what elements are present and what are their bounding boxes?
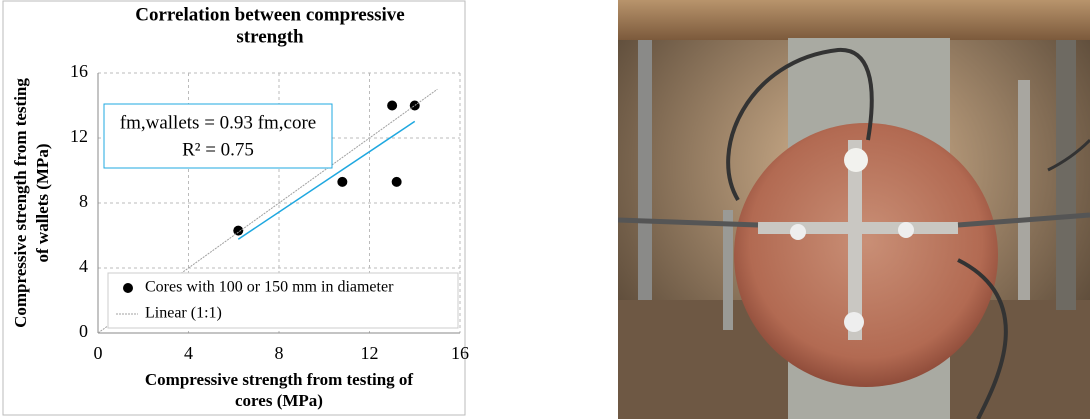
x-tick-label: 0 bbox=[94, 343, 103, 363]
y-axis-label: of wallets (MPa) bbox=[33, 144, 52, 263]
y-tick-label: 4 bbox=[79, 256, 88, 276]
chart-border bbox=[2, 0, 466, 416]
point bbox=[409, 100, 420, 111]
legend-swatch bbox=[123, 283, 133, 293]
point bbox=[337, 176, 348, 187]
x-tick-label: 16 bbox=[451, 343, 469, 363]
photo bbox=[618, 0, 1090, 419]
x-axis-label: Compressive strength from testing of bbox=[145, 370, 414, 389]
y-axis-label: Compressive strength from testing bbox=[11, 78, 30, 328]
trendline bbox=[237, 120, 416, 240]
y-tick-label: 8 bbox=[79, 191, 88, 211]
y-tick-label: 16 bbox=[70, 61, 88, 81]
legend-box bbox=[107, 272, 459, 329]
x-tick-label: 4 bbox=[184, 343, 193, 363]
point bbox=[387, 100, 398, 111]
x-tick-label: 12 bbox=[361, 343, 379, 363]
legend-label: Cores with 100 or 150 mm in diameter bbox=[145, 279, 394, 296]
chart-title: strength bbox=[236, 26, 304, 47]
annotation-box bbox=[103, 103, 333, 169]
annotation: R² = 0.75 bbox=[182, 139, 254, 160]
y-tick-label: 0 bbox=[79, 321, 88, 341]
legend-label: Linear (1:1) bbox=[145, 305, 222, 322]
point bbox=[391, 176, 402, 187]
chart: Correlation between compressive strength… bbox=[2, 0, 469, 416]
y-tick-label: 12 bbox=[70, 126, 88, 146]
x-axis-label: cores (MPa) bbox=[235, 391, 323, 410]
x-tick-label: 8 bbox=[275, 343, 284, 363]
point bbox=[233, 225, 244, 236]
annotation: fm,wallets = 0.93 fm,core bbox=[120, 112, 316, 133]
chart-title: Correlation between compressive bbox=[135, 4, 404, 25]
